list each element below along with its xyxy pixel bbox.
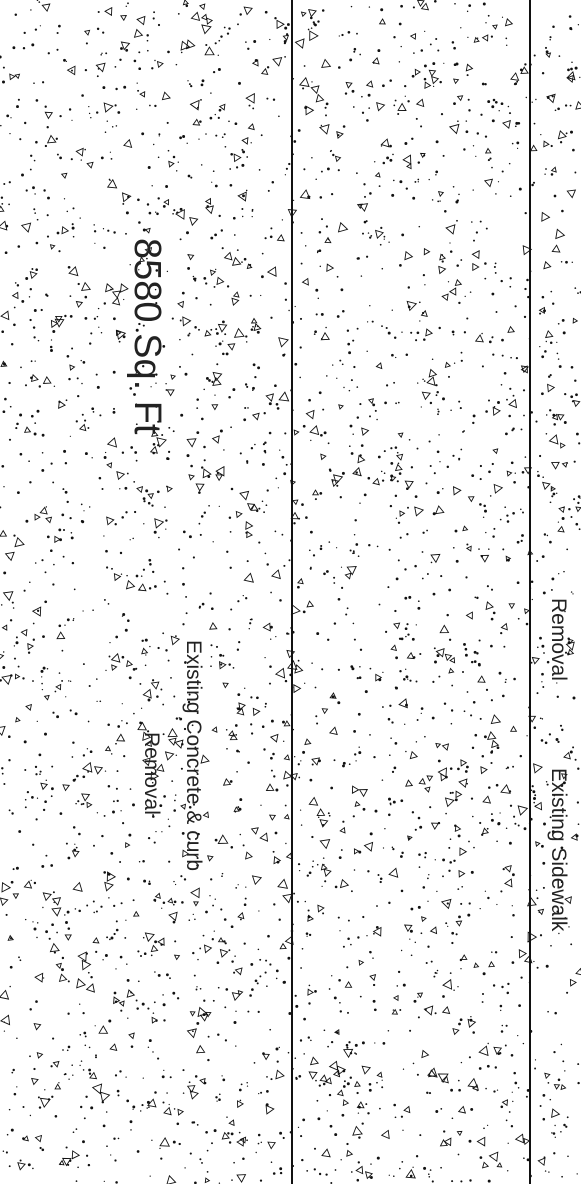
area-label: 8580 Sq. Ft <box>126 238 168 435</box>
boundary-line-left <box>291 0 293 1184</box>
boundary-line-right <box>529 0 531 1184</box>
sidewalk-removal-label-line2: Existing Sidewalk <box>547 768 570 932</box>
concrete-removal-label-line1: Existing Concrete & curb <box>182 640 205 872</box>
concrete-removal-label-line2: Removal <box>140 732 163 815</box>
sidewalk-removal-label-line1: Removal <box>547 598 570 681</box>
